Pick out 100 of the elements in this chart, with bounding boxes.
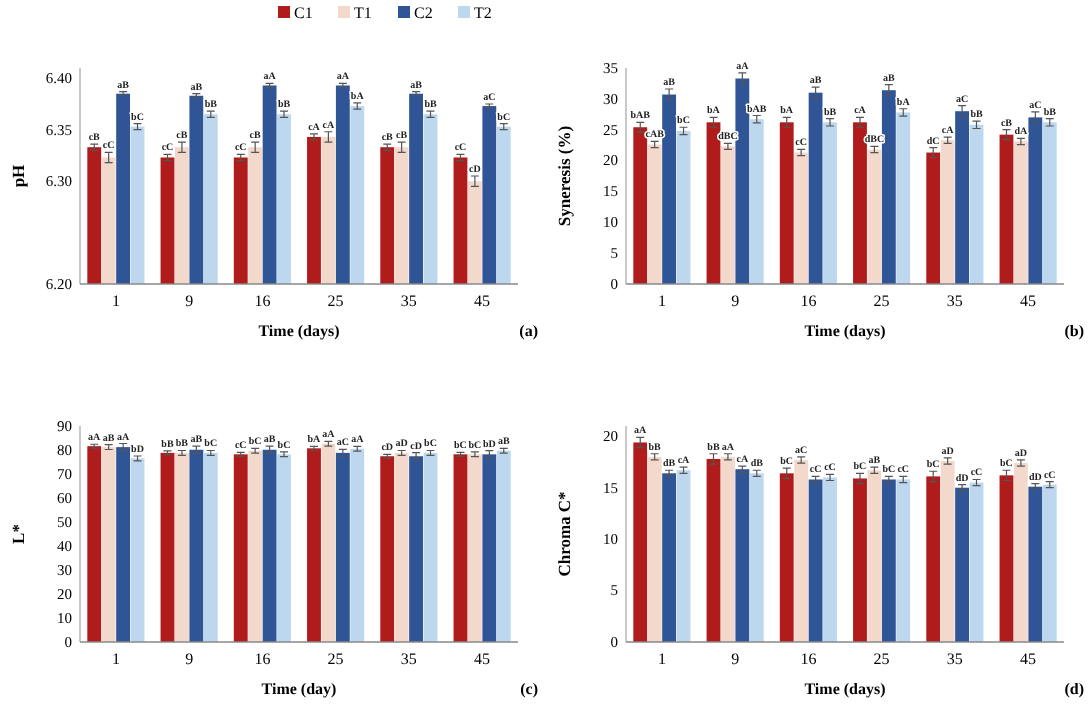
bar: [189, 449, 204, 642]
bar: [662, 473, 677, 642]
x-tick-label: 25: [327, 292, 344, 310]
x-tick-label: 9: [731, 292, 740, 310]
x-tick-label: 1: [657, 292, 666, 310]
y-axis-title: Chroma C*: [554, 491, 574, 577]
bar: [87, 446, 102, 642]
x-tick-label: 45: [474, 650, 491, 668]
bar: [277, 454, 291, 642]
bar: [926, 152, 941, 284]
legend-label: C2: [414, 4, 433, 22]
x-axis-title: Time (days): [258, 322, 341, 340]
x-tick-label: 1: [111, 650, 120, 668]
x-tick-label: 1: [111, 292, 120, 310]
bar: [867, 149, 882, 284]
legend-label: T1: [354, 4, 372, 22]
bar: [233, 454, 248, 642]
x-tick-label: 45: [1020, 650, 1037, 668]
bar: [116, 447, 131, 642]
bar: [794, 152, 809, 284]
bar: [1042, 122, 1057, 284]
bar: [409, 456, 423, 642]
bar: [926, 476, 941, 642]
bar: [633, 442, 648, 642]
bar: [940, 140, 955, 284]
y-axis-title: L*: [8, 524, 28, 544]
bar: [350, 448, 365, 642]
bar: [1028, 117, 1043, 284]
bar: [749, 473, 764, 642]
bar: [823, 122, 837, 284]
text: (a): [519, 322, 539, 340]
text: (b): [1064, 322, 1085, 340]
bar: [248, 450, 263, 642]
x-tick-label: 25: [873, 650, 890, 668]
bar: [1013, 141, 1028, 284]
bar: [779, 473, 794, 642]
bar: [721, 146, 735, 284]
x-axis-title: Time (days): [804, 680, 887, 698]
legend-label: T2: [474, 4, 492, 22]
text: (c): [520, 680, 539, 698]
y-axis-title: pH: [8, 163, 28, 188]
bar: [423, 452, 438, 642]
bar: [647, 144, 662, 284]
x-tick-label: 16: [254, 650, 271, 668]
bar: [721, 456, 735, 642]
x-tick-label: 9: [185, 292, 194, 310]
bar: [380, 456, 395, 642]
bar: [1042, 484, 1057, 642]
x-axis-title: Time (day): [261, 680, 338, 698]
bar: [853, 478, 867, 642]
x-tick-label: 9: [731, 650, 740, 668]
bar: [101, 447, 116, 642]
bar: [453, 454, 468, 642]
bar: [955, 111, 969, 284]
bar: [853, 122, 867, 284]
x-tick-label: 1: [657, 650, 666, 668]
x-tick-label: 16: [800, 292, 817, 310]
bar: [823, 477, 837, 642]
bar: [394, 452, 409, 642]
bar: [1013, 463, 1028, 642]
bar: [749, 119, 764, 284]
bar: [676, 130, 691, 284]
text: (d): [1064, 680, 1085, 698]
bar: [881, 90, 896, 284]
x-tick-label: 25: [873, 292, 890, 310]
bar: [662, 94, 677, 284]
bar: [969, 124, 984, 284]
bar: [467, 454, 482, 642]
x-tick-label: 35: [400, 650, 417, 668]
bar: [335, 452, 350, 642]
bar: [896, 112, 911, 284]
bar: [307, 448, 321, 642]
bar: [647, 456, 662, 642]
bar: [676, 470, 691, 642]
x-tick-label: 35: [946, 650, 963, 668]
bar: [999, 475, 1014, 642]
bar: [1028, 486, 1043, 642]
x-tick-label: 9: [185, 650, 194, 668]
bar: [794, 459, 809, 642]
x-tick-label: 16: [800, 650, 817, 668]
bar: [175, 452, 189, 642]
bar: [321, 443, 336, 642]
x-tick-label: 45: [1020, 292, 1037, 310]
x-axis-title: Time (days): [804, 322, 887, 340]
bar: [808, 479, 823, 642]
x-tick-label: 45: [474, 292, 491, 310]
bar: [735, 469, 750, 642]
x-tick-label: 35: [946, 292, 963, 310]
x-tick-label: 16: [254, 292, 271, 310]
bar: [482, 454, 497, 642]
bar: [969, 482, 984, 642]
bar: [203, 452, 218, 642]
bar: [706, 122, 721, 284]
x-tick-label: 25: [327, 650, 344, 668]
bar: [496, 450, 511, 642]
bar: [999, 134, 1014, 284]
bar: [160, 452, 175, 642]
bar: [867, 470, 882, 642]
bar: [130, 458, 145, 642]
bar: [735, 78, 750, 284]
